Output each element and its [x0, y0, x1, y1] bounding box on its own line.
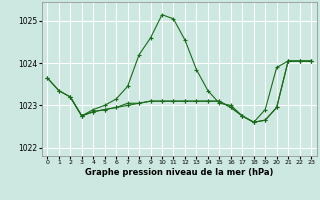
X-axis label: Graphe pression niveau de la mer (hPa): Graphe pression niveau de la mer (hPa): [85, 168, 273, 177]
